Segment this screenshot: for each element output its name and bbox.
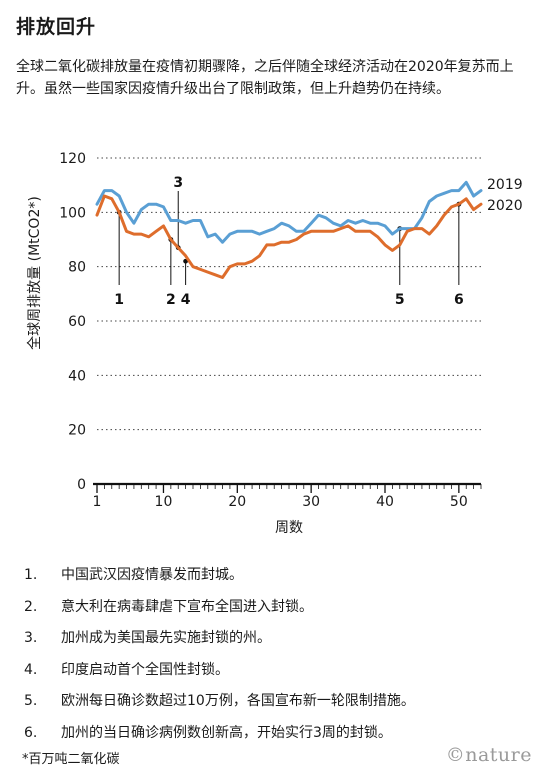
event-4-label: 4 (181, 292, 191, 308)
legend: 2019 2020 (487, 177, 523, 214)
y-tick-label: 60 (68, 314, 86, 330)
footnote: *百万吨二氧化碳 (22, 752, 120, 767)
event-note-text: 意大利在病毒肆虐下宣布全国进入封锁。 (61, 598, 313, 615)
legend-label-2020: 2020 (487, 198, 523, 214)
y-tick-label: 100 (59, 205, 86, 221)
y-axis-label: 全球周排放量 (MtCO2*) (26, 196, 43, 350)
series-lines (95, 180, 483, 279)
x-tick-label: 1 (93, 494, 102, 510)
event-note-item: 1. 中国武汉因疫情暴发而封城。 (24, 565, 415, 597)
nature-logo: ©nature (445, 744, 532, 766)
event-6-label: 6 (454, 292, 464, 308)
x-tick-label: 20 (228, 494, 246, 510)
event-note-number: 3. (24, 630, 38, 646)
event-note-text: 加州的当日确诊病例数创新高，开始实行3周的封锁。 (61, 724, 392, 741)
x-tick-label: 50 (450, 494, 468, 510)
event-note-item: 2. 意大利在病毒肆虐下宣布全国进入封锁。 (24, 597, 415, 629)
series-line-2020 (95, 194, 483, 279)
event-note-number: 1. (24, 567, 38, 583)
event-note-text: 印度启动首个全国性封锁。 (61, 661, 229, 678)
event-1-label: 1 (114, 292, 124, 308)
event-note-item: 4. 印度启动首个全国性封锁。 (24, 660, 415, 692)
y-tick-label: 80 (68, 260, 86, 276)
y-tick-label: 40 (68, 368, 86, 384)
grid-lines (97, 157, 481, 431)
event-notes-list: 1. 中国武汉因疫情暴发而封城。 2. 意大利在病毒肆虐下宣布全国进入封锁。 3. 加州成… (24, 565, 415, 754)
event-2-label: 2 (166, 292, 176, 308)
event-note-number: 2. (24, 598, 38, 615)
subtitle: 全球二氧化碳排放量在疫情初期骤降，之后伴随全球经济活动在2020年复苏而上升。虽… (16, 59, 514, 97)
event-note-number: 6. (24, 724, 38, 741)
event-note-text: 中国武汉因疫情暴发而封城。 (61, 567, 243, 583)
x-tick-label: 40 (376, 494, 394, 510)
x-axis-ticks: 1 10 20 30 40 50 (93, 484, 482, 510)
legend-label-2019: 2019 (487, 177, 523, 193)
event-note-item: 3. 加州成为美国最先实施封锁的州。 (24, 628, 415, 660)
event-5-label: 5 (395, 292, 405, 308)
event-note-text: 加州成为美国最先实施封锁的州。 (61, 630, 271, 646)
event-note-item: 6. 加州的当日确诊病例数创新高，开始实行3周的封锁。 (24, 723, 415, 755)
x-tick-label: 30 (302, 494, 320, 510)
event-note-number: 5. (24, 693, 38, 709)
x-tick-label: 10 (155, 494, 173, 510)
y-tick-label: 120 (59, 151, 86, 167)
event-note-item: 5. 欧洲每日确诊数超过10万例，各国宣布新一轮限制措施。 (24, 691, 415, 723)
series-line-2019 (95, 180, 483, 244)
y-axis-ticks: 0 20 40 60 80 100 120 (59, 151, 86, 493)
y-tick-label: 20 (68, 423, 86, 439)
page-title: 排放回升 (16, 16, 97, 38)
event-3-label: 3 (173, 175, 183, 191)
event-note-text: 欧洲每日确诊数超过10万例，各国宣布新一轮限制措施。 (61, 693, 415, 709)
event-note-number: 4. (24, 661, 38, 678)
y-tick-label: 0 (77, 477, 86, 493)
x-axis-label: 周数 (275, 520, 303, 536)
